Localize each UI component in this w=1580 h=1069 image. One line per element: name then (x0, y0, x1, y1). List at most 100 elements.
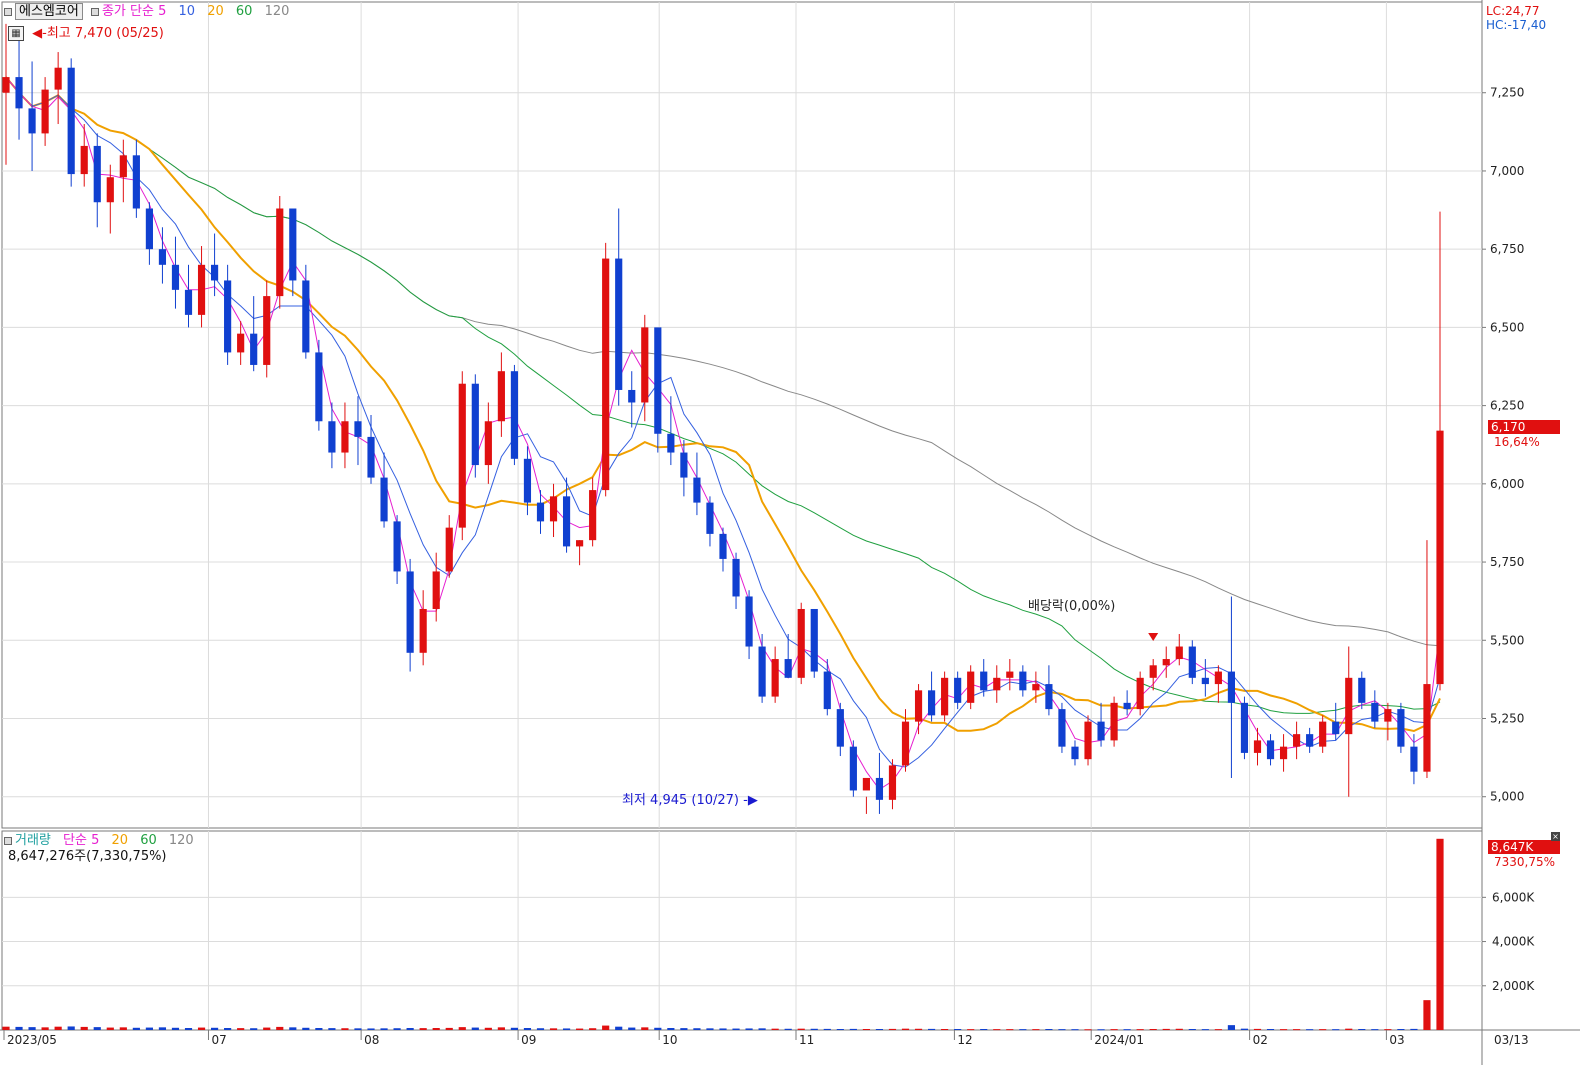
candle-body (341, 421, 349, 453)
x-axis-label: 07 (211, 1033, 226, 1047)
volume-bar (1384, 1029, 1392, 1031)
candle-body (237, 333, 245, 353)
right-arrow-icon: -▶ (739, 793, 758, 808)
candle-body (927, 690, 936, 716)
volume-bar (497, 1027, 505, 1030)
candle-body (145, 208, 153, 250)
candle-body (1319, 721, 1327, 747)
candle-body (250, 333, 258, 365)
dividend-label: 배당락(0,00%) (1028, 599, 1116, 614)
volume-bar (1162, 1028, 1170, 1030)
volume-text: 8,647,276주(7,330,75%) (8, 849, 167, 864)
volume-bar (484, 1027, 492, 1030)
volume-bar (549, 1028, 558, 1030)
candle-body (589, 490, 597, 541)
volume-bar (367, 1028, 375, 1030)
volume-ma-period-5: 5 (91, 833, 100, 848)
volume-bar (1149, 1029, 1157, 1031)
volume-bar (1371, 1029, 1379, 1031)
price-tick-label: 6,000 (1490, 477, 1524, 491)
lc-label: LC:24,77 (1486, 4, 1540, 18)
volume-bar (54, 1026, 62, 1030)
volume-label[interactable]: 거래량 (15, 833, 51, 848)
candle-body (523, 458, 532, 503)
candle-body (510, 371, 519, 459)
volume-bar (797, 1028, 805, 1030)
candle-body (15, 77, 23, 109)
candle-body (28, 108, 36, 134)
candle-body (484, 421, 492, 466)
ma-label[interactable]: 종가 단순 (101, 4, 154, 19)
volume-bar (589, 1028, 597, 1030)
ma-period-20: 20 (207, 4, 224, 19)
volume-bar (1319, 1029, 1327, 1031)
volume-bar (145, 1027, 153, 1030)
volume-bar (67, 1026, 75, 1030)
ma-period-10: 10 (178, 4, 196, 19)
volume-bar (1201, 1029, 1209, 1031)
grid-settings-icon[interactable]: ▦ (8, 26, 24, 41)
volume-tick-label: 2,000K (1492, 979, 1535, 993)
volume-bar (328, 1028, 336, 1030)
candle-body (667, 433, 675, 453)
volume-ma-label[interactable]: 단순 (63, 833, 87, 848)
candle-body (380, 477, 388, 522)
volume-toggle-icon[interactable] (4, 836, 12, 845)
volume-bar (1423, 1000, 1431, 1030)
candle-body (171, 264, 180, 290)
price-tick-label: 6,250 (1490, 399, 1524, 413)
candle-body (497, 371, 505, 422)
candle-body (967, 671, 975, 703)
volume-bar (732, 1028, 740, 1030)
stock-name[interactable]: 에스엠코어 (15, 3, 83, 20)
candle-body (914, 690, 923, 722)
volume-bar (654, 1027, 662, 1030)
left-arrow-icon: ◀- (32, 26, 47, 41)
volume-bar (576, 1028, 584, 1030)
candle-body (693, 477, 701, 503)
candle-body (1019, 671, 1027, 691)
volume-bar (1266, 1029, 1275, 1031)
low-marker-label: 최저 4,945 (10/27) (622, 793, 740, 808)
volume-bar (315, 1028, 323, 1030)
ma-line-20 (5, 76, 1441, 733)
x-axis-label: 02 (1253, 1033, 1268, 1047)
candle-body (224, 280, 232, 353)
candle-body (1188, 646, 1196, 678)
volume-bar (510, 1027, 519, 1030)
dividend-arrow-icon (1148, 633, 1159, 641)
volume-bar (810, 1028, 818, 1030)
candle-body (1358, 677, 1366, 703)
current-price-tag: 6,170 (1488, 420, 1560, 434)
candle-body (849, 746, 857, 791)
candle-body (445, 527, 453, 572)
candle-body (197, 264, 206, 315)
panel-toggle-icon[interactable] (4, 7, 12, 16)
volume-bar (1410, 1028, 1418, 1030)
price-tick-label: 5,750 (1490, 555, 1524, 569)
candle-body (1410, 746, 1418, 772)
candle-body (1162, 659, 1170, 666)
candle-body (106, 177, 114, 203)
price-tick-label: 5,000 (1490, 790, 1524, 804)
volume-bar (393, 1028, 401, 1030)
x-axis-label-last: 03/13 (1494, 1033, 1529, 1047)
volume-bar (1279, 1029, 1288, 1031)
candle-body (419, 608, 427, 653)
candle-body (210, 264, 219, 281)
volume-bar (210, 1027, 219, 1030)
candle-body (836, 709, 844, 747)
candle-body (1266, 740, 1275, 760)
volume-bar (80, 1026, 88, 1030)
close-panel-icon[interactable]: × (1551, 832, 1560, 841)
volume-bar (28, 1027, 36, 1030)
candle-body (823, 671, 831, 710)
candle-body (315, 352, 323, 422)
ma-toggle-icon[interactable] (90, 7, 99, 16)
candle-body (41, 89, 49, 134)
volume-bar (706, 1028, 714, 1030)
volume-bar (406, 1028, 414, 1030)
volume-bar (1227, 1025, 1236, 1030)
volume-bar (341, 1028, 349, 1030)
candle-body (810, 608, 818, 672)
